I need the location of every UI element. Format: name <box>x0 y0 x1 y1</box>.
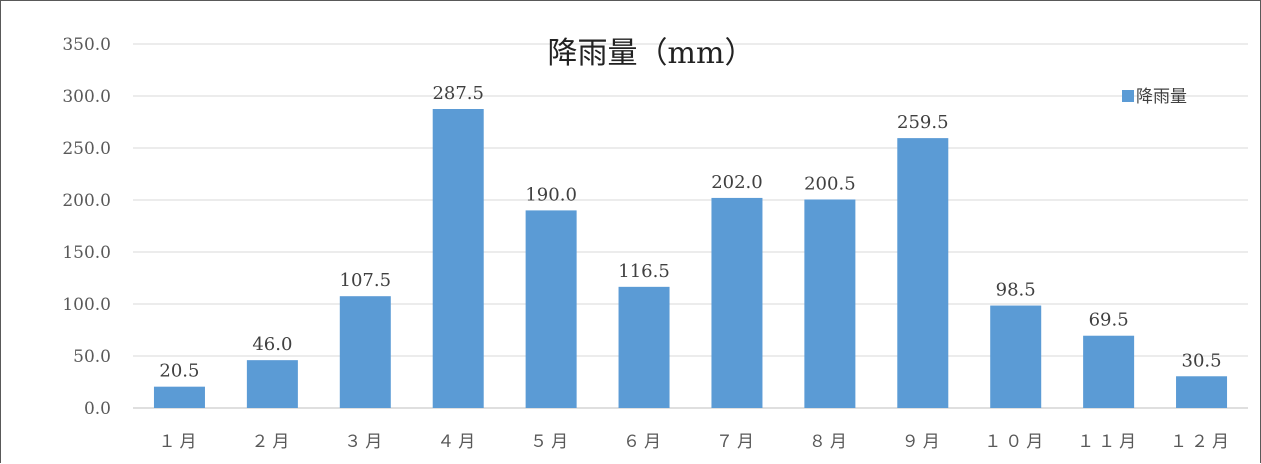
bar <box>525 210 577 408</box>
data-label: 202.0 <box>711 172 763 193</box>
legend-label: 降雨量 <box>1136 87 1187 107</box>
bar <box>339 296 391 408</box>
data-label: 190.0 <box>525 184 577 205</box>
data-label: 287.5 <box>432 83 484 104</box>
y-tick-label: 0.0 <box>84 399 111 419</box>
y-tick-label: 300.0 <box>62 87 111 107</box>
bar <box>804 199 856 408</box>
bar <box>153 386 205 408</box>
y-tick-label: 250.0 <box>62 139 111 159</box>
x-tick-label: ９月 <box>902 432 944 452</box>
bars <box>153 109 1228 408</box>
x-tick-label: ６月 <box>623 432 665 452</box>
y-tick-label: 100.0 <box>62 295 111 315</box>
data-label: 30.5 <box>1182 350 1222 371</box>
bar <box>897 138 949 408</box>
data-labels: 20.5 46.0 107.5 287.5 190.0 116.5 202.0 200.5 25… <box>159 83 1221 382</box>
chart-title: 降雨量（mm） <box>548 36 755 71</box>
data-label: 107.5 <box>340 270 392 291</box>
x-tick-label: １月 <box>158 432 200 452</box>
y-tick-label: 200.0 <box>62 191 111 211</box>
bar <box>618 286 670 408</box>
data-label: 20.5 <box>159 361 199 382</box>
y-axis-ticks: 0.0 50.0 100.0 150.0 200.0 250.0 300.0 350.0 <box>62 35 111 419</box>
gridlines <box>133 43 1248 409</box>
legend: 降雨量 <box>1122 87 1187 107</box>
x-tick-label: １２月 <box>1170 432 1233 452</box>
x-axis-ticks: １月 ２月 ３月 ４月 ５月 ６月 ７月 ８月 ９月 １０月 １１月 １２月 <box>158 432 1233 452</box>
x-tick-label: ２月 <box>251 432 293 452</box>
x-tick-label: ３月 <box>344 432 386 452</box>
bar <box>1176 376 1228 408</box>
bar <box>711 197 763 408</box>
y-tick-label: 50.0 <box>73 347 111 367</box>
data-label: 116.5 <box>618 261 670 282</box>
x-tick-label: ７月 <box>716 432 758 452</box>
legend-swatch <box>1122 90 1134 102</box>
bar <box>432 109 484 408</box>
x-tick-label: １０月 <box>984 432 1047 452</box>
bar <box>990 305 1042 408</box>
x-tick-label: ８月 <box>809 432 851 452</box>
data-label: 200.5 <box>804 173 856 194</box>
y-tick-label: 350.0 <box>62 35 111 55</box>
x-tick-label: １１月 <box>1077 432 1140 452</box>
data-label: 98.5 <box>996 280 1036 301</box>
bar <box>246 360 298 408</box>
x-tick-label: ４月 <box>437 432 479 452</box>
data-label: 46.0 <box>252 334 292 355</box>
bar <box>1083 335 1135 408</box>
data-label: 69.5 <box>1089 310 1129 331</box>
x-tick-label: ５月 <box>530 432 572 452</box>
y-tick-label: 150.0 <box>62 243 111 263</box>
data-label: 259.5 <box>897 112 949 133</box>
